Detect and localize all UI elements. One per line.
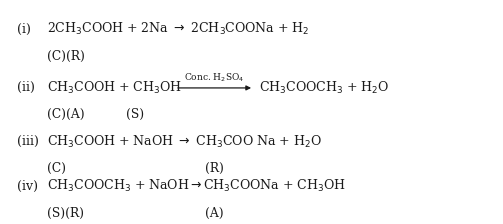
Text: CH$_3$COOH + NaOH $\rightarrow$ CH$_3$COO Na + H$_2$O: CH$_3$COOH + NaOH $\rightarrow$ CH$_3$CO… — [47, 134, 321, 150]
Text: (R): (R) — [205, 162, 223, 175]
Text: (S)(R): (S)(R) — [47, 207, 84, 220]
Text: (iii): (iii) — [17, 135, 39, 148]
Text: (A): (A) — [205, 207, 223, 220]
Text: CH$_3$COOCH$_3$ + H$_2$O: CH$_3$COOCH$_3$ + H$_2$O — [259, 80, 389, 96]
Text: (iv): (iv) — [17, 180, 38, 193]
Text: Conc. H$_2$SO$_4$: Conc. H$_2$SO$_4$ — [185, 71, 244, 84]
Text: 2CH$_3$COOH + 2Na $\rightarrow$ 2CH$_3$COONa + H$_2$: 2CH$_3$COOH + 2Na $\rightarrow$ 2CH$_3$C… — [47, 21, 309, 37]
Text: CH$_3$COOH + CH$_3$OH: CH$_3$COOH + CH$_3$OH — [47, 80, 182, 96]
Text: (C)(R): (C)(R) — [47, 50, 85, 63]
Text: (S): (S) — [126, 108, 144, 121]
Text: (i): (i) — [17, 23, 31, 36]
Text: (C): (C) — [47, 162, 66, 175]
Text: (C)(A): (C)(A) — [47, 108, 85, 121]
Text: (ii): (ii) — [17, 82, 35, 95]
Text: CH$_3$COOCH$_3$ + NaOH$\rightarrow$CH$_3$COONa + CH$_3$OH: CH$_3$COOCH$_3$ + NaOH$\rightarrow$CH$_3… — [47, 178, 346, 194]
